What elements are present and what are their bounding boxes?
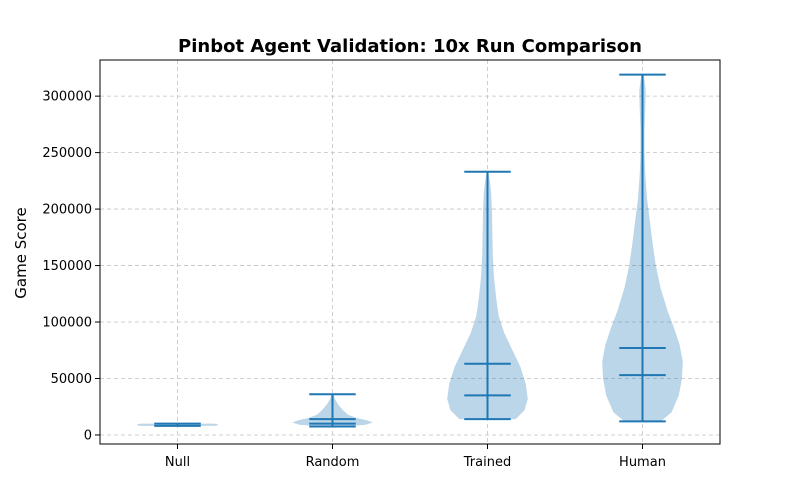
y-tick-label: 250000 bbox=[42, 146, 92, 161]
y-axis-label: Game Score bbox=[12, 207, 30, 298]
x-tick-label: Trained bbox=[463, 455, 511, 470]
y-tick-label: 300000 bbox=[42, 90, 92, 105]
y-tick-label: 100000 bbox=[42, 316, 92, 331]
y-tick-label: 50000 bbox=[51, 372, 92, 387]
y-tick-label: 0 bbox=[84, 428, 92, 443]
y-tick-label: 200000 bbox=[42, 203, 92, 218]
violin-null bbox=[137, 422, 218, 427]
violin-layer bbox=[137, 73, 683, 428]
x-tick-label: Null bbox=[165, 455, 190, 470]
tick-layer: 0 50000 100000 150000 200000 250000 300000 Null… bbox=[42, 90, 666, 470]
plot-frame bbox=[99, 59, 721, 445]
chart-title: Pinbot Agent Validation: 10x Run Compari… bbox=[178, 36, 642, 57]
x-tick-label: Random bbox=[306, 455, 360, 470]
y-tick-label: 150000 bbox=[42, 259, 92, 274]
violin-human bbox=[602, 73, 683, 423]
violin-random bbox=[292, 393, 373, 428]
violin-trained bbox=[447, 170, 528, 421]
x-tick-label: Human bbox=[619, 455, 666, 470]
